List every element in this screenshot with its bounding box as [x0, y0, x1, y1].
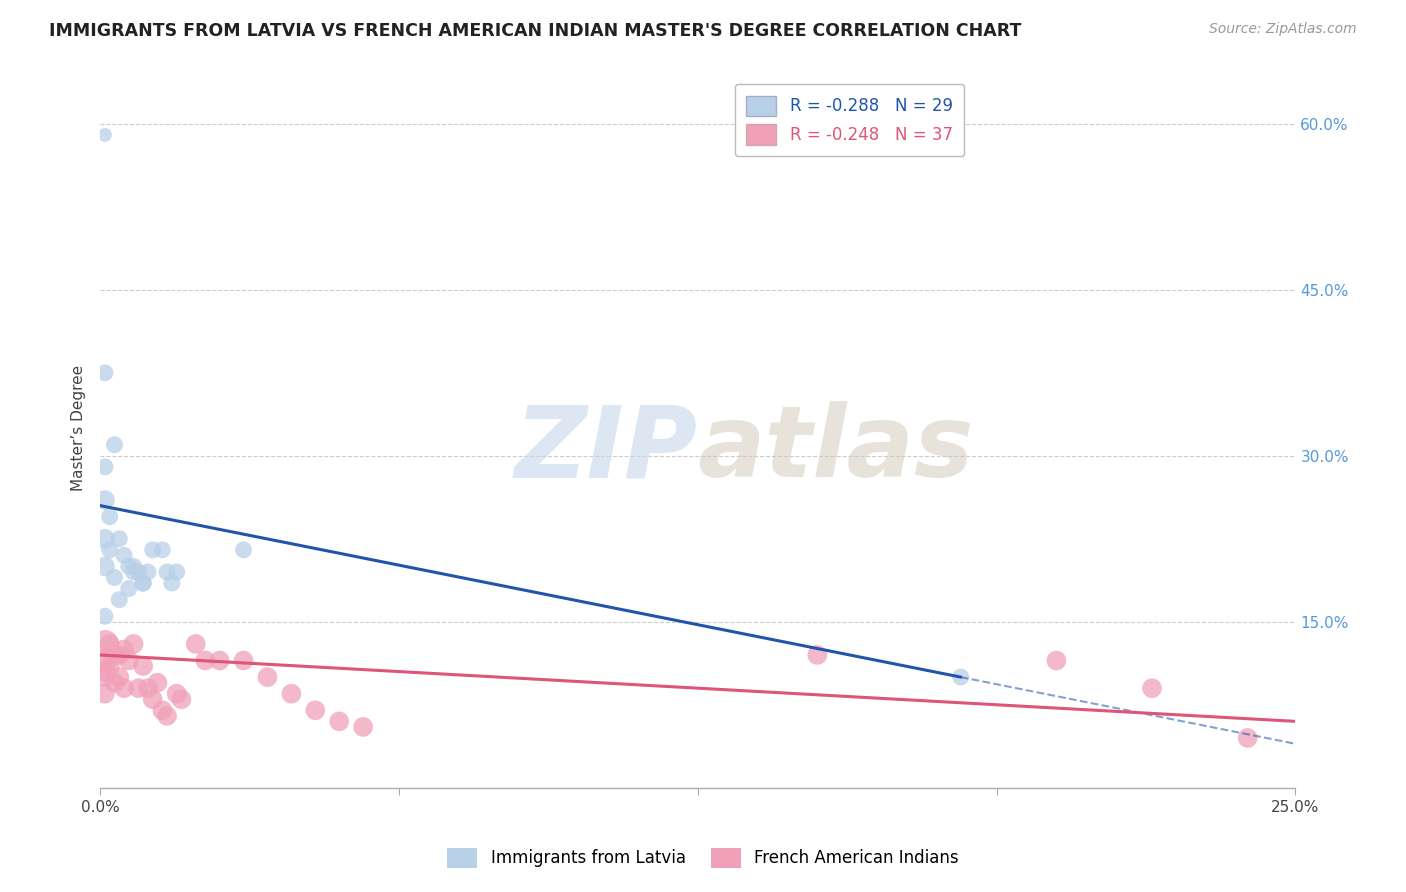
Point: [94, 637, 117, 651]
Text: ZIP: ZIP: [515, 401, 697, 499]
Text: atlas: atlas: [697, 401, 974, 499]
Point: [103, 438, 125, 452]
Point: [94, 559, 117, 574]
Point: [103, 648, 125, 662]
Point: [166, 687, 188, 701]
Point: [108, 670, 131, 684]
Point: [94, 128, 117, 142]
Point: [132, 576, 155, 591]
Point: [94, 532, 117, 546]
Point: [94, 609, 117, 624]
Point: [166, 565, 188, 579]
Point: [98, 509, 121, 524]
Point: [136, 565, 159, 579]
Point: [806, 648, 828, 662]
Point: [118, 653, 141, 667]
Point: [194, 653, 217, 667]
Point: [103, 570, 125, 584]
Y-axis label: Master’s Degree: Master’s Degree: [72, 365, 86, 491]
Point: [94, 459, 117, 474]
Point: [122, 637, 145, 651]
Point: [184, 637, 207, 651]
Point: [118, 559, 141, 574]
Point: [170, 692, 193, 706]
Point: [98, 542, 121, 557]
Legend: R = -0.288   N = 29, R = -0.248   N = 37: R = -0.288 N = 29, R = -0.248 N = 37: [735, 84, 965, 156]
Point: [94, 366, 117, 380]
Point: [1140, 681, 1163, 695]
Point: [94, 653, 117, 667]
Point: [156, 565, 179, 579]
Point: [108, 648, 131, 662]
Point: [304, 703, 326, 717]
Point: [98, 637, 121, 651]
Text: IMMIGRANTS FROM LATVIA VS FRENCH AMERICAN INDIAN MASTER'S DEGREE CORRELATION CHA: IMMIGRANTS FROM LATVIA VS FRENCH AMERICA…: [49, 22, 1022, 40]
Point: [232, 653, 254, 667]
Point: [94, 687, 117, 701]
Point: [150, 703, 173, 717]
Point: [352, 720, 374, 734]
Point: [232, 542, 254, 557]
Point: [127, 681, 149, 695]
Point: [132, 576, 155, 591]
Point: [132, 659, 155, 673]
Point: [108, 532, 131, 546]
Point: [118, 582, 141, 596]
Legend: Immigrants from Latvia, French American Indians: Immigrants from Latvia, French American …: [440, 841, 966, 875]
Point: [146, 675, 169, 690]
Text: Source: ZipAtlas.com: Source: ZipAtlas.com: [1209, 22, 1357, 37]
Point: [112, 681, 135, 695]
Point: [160, 576, 183, 591]
Point: [949, 670, 972, 684]
Point: [112, 549, 135, 563]
Point: [256, 670, 278, 684]
Point: [108, 592, 131, 607]
Point: [208, 653, 231, 667]
Point: [142, 692, 165, 706]
Point: [142, 542, 165, 557]
Point: [94, 665, 117, 679]
Point: [103, 675, 125, 690]
Point: [122, 559, 145, 574]
Point: [156, 709, 179, 723]
Point: [1236, 731, 1258, 745]
Point: [328, 714, 350, 729]
Point: [94, 493, 117, 508]
Point: [112, 642, 135, 657]
Point: [98, 659, 121, 673]
Point: [136, 681, 159, 695]
Point: [94, 670, 117, 684]
Point: [150, 542, 173, 557]
Point: [127, 565, 149, 579]
Point: [280, 687, 302, 701]
Point: [1045, 653, 1067, 667]
Point: [122, 565, 145, 579]
